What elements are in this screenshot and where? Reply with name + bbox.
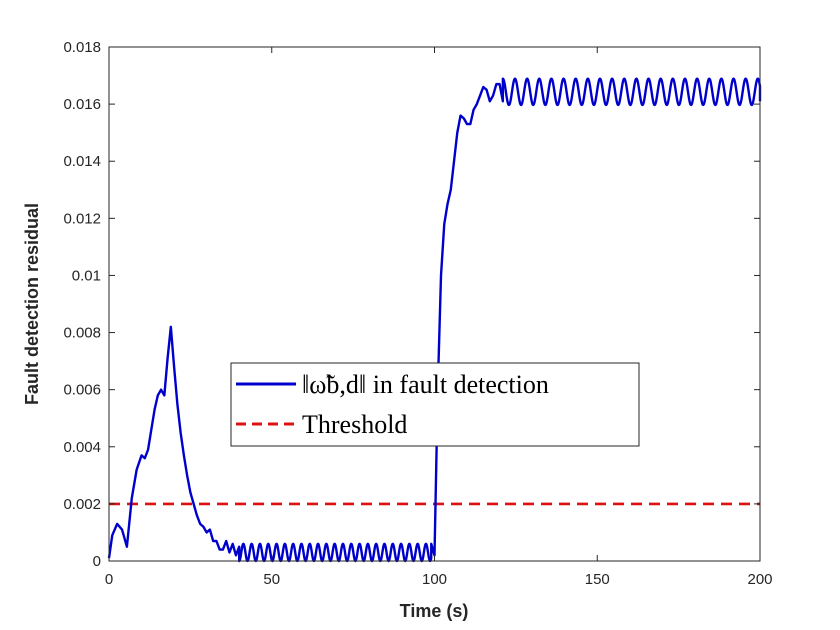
series-layer: [107, 77, 762, 563]
y-tick-label: 0.01: [72, 267, 101, 284]
y-tick-label: 0.008: [63, 325, 101, 342]
y-tick-label: 0.004: [63, 439, 101, 456]
x-axis-label: Time (s): [400, 601, 469, 621]
y-tick-label: 0: [93, 553, 101, 570]
y-tick-label: 0.012: [63, 210, 101, 227]
y-axis-label: Fault detection residual: [22, 203, 42, 405]
y-tick-label: 0.006: [63, 382, 101, 399]
x-tick-label: 0: [105, 571, 113, 588]
series-line-residual: [107, 77, 762, 563]
x-tick-label: 50: [263, 571, 280, 588]
y-tick-label: 0.002: [63, 496, 101, 513]
ticks-layer: 0 50 100 150 200 0 0.002 0.004 0.006 0.008 0.01 0.0…: [63, 39, 772, 588]
legend-box: [230, 362, 640, 447]
legend: ‖ω̃b,d‖ in fault detection Threshold: [230, 362, 640, 447]
legend-label-threshold: Threshold: [302, 410, 407, 439]
y-tick-label: 0.018: [63, 39, 101, 56]
y-tick-label: 0.016: [63, 96, 101, 113]
x-tick-label: 150: [585, 571, 610, 588]
y-tick-label: 0.014: [63, 153, 101, 170]
plot-background: [109, 47, 760, 561]
legend-label-series: ‖ω̃b,d‖ in fault detection: [302, 370, 549, 399]
x-tick-label: 100: [422, 571, 447, 588]
x-tick-label: 200: [747, 571, 772, 588]
